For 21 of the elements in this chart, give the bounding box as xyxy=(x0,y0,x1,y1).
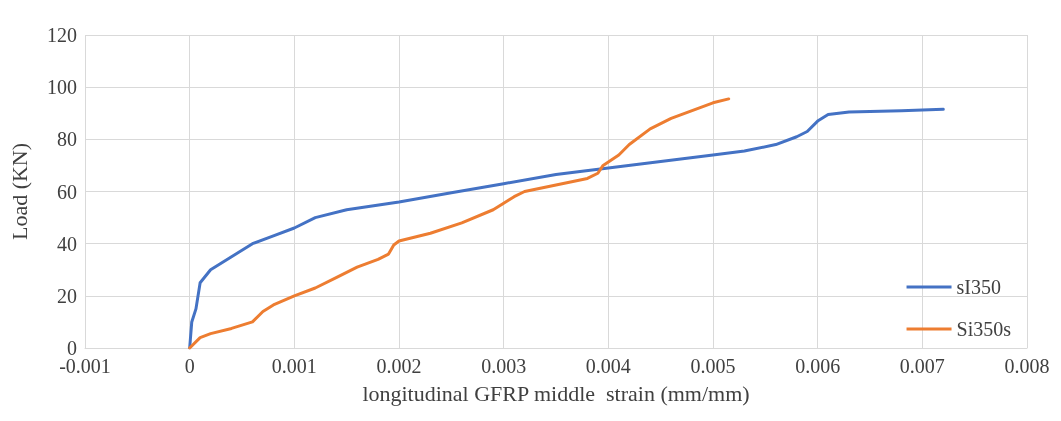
x-tick-label: 0.003 xyxy=(481,355,527,377)
line-series xyxy=(188,97,731,350)
x-tick-label: 0.002 xyxy=(376,355,422,377)
legend-label: sI350 xyxy=(956,276,1001,298)
x-tick-label: 0.005 xyxy=(690,355,736,377)
y-tick-label: 40 xyxy=(57,232,77,255)
x-tick-label: 0.007 xyxy=(899,355,945,377)
y-tick-label: 100 xyxy=(47,76,77,99)
y-tick-label: 120 xyxy=(47,24,77,46)
x-tick-label: 0.004 xyxy=(585,355,631,377)
y-tick-label: 20 xyxy=(57,284,77,307)
y-tick-label: 60 xyxy=(57,180,77,203)
x-tick-label: 0 xyxy=(184,355,195,377)
x-axis-title: longitudinal GFRP middle strain (mm/mm) xyxy=(362,380,750,406)
y-tick-label: 80 xyxy=(57,128,77,151)
line-series xyxy=(188,107,945,350)
x-tick-label: 0.006 xyxy=(795,355,841,377)
y-axis-title: Load (KN) xyxy=(6,142,32,241)
x-tick-label: 0.008 xyxy=(1004,355,1050,377)
x-tick-label: 0.001 xyxy=(271,355,317,377)
legend-label: Si350s xyxy=(956,318,1012,340)
